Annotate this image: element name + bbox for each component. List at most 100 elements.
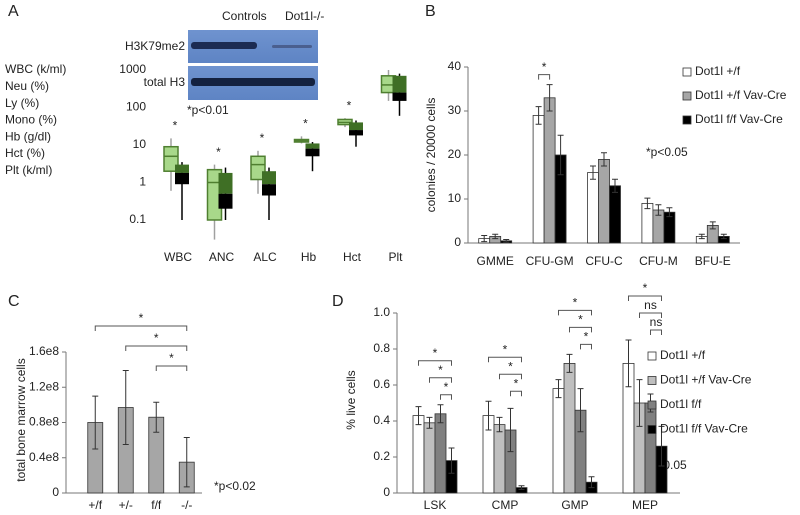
y-axis-label: colonies / 20000 cells: [424, 98, 438, 213]
error-bar: [415, 406, 422, 426]
bar: [532, 115, 545, 244]
error-bar: [426, 416, 433, 429]
y-tick-label: 1.0: [373, 305, 390, 319]
y-tick-label: 40: [448, 59, 462, 73]
significance: *: [444, 380, 449, 394]
bar: [434, 413, 447, 494]
x-tick-label: CMP: [492, 498, 519, 512]
box-lower: [349, 130, 363, 136]
x-tick-label: CFU-GM: [526, 254, 574, 268]
y-tick-label: 0: [383, 485, 390, 499]
error-bar: [122, 370, 129, 446]
error-bar: [437, 404, 444, 424]
blot-band: [191, 42, 257, 49]
significance: *: [542, 60, 547, 74]
legend-label: Dot1l f/f: [660, 397, 702, 411]
legend-swatch: [647, 376, 657, 385]
y-tick-label: 1.2e8: [29, 379, 59, 393]
x-tick-label: +/f: [88, 498, 102, 512]
box-upper: [349, 122, 363, 131]
significance: ns: [644, 298, 657, 312]
box-lower: [218, 193, 233, 209]
x-tick-label: WBC: [164, 250, 192, 264]
significance: *: [433, 346, 438, 360]
significance-bracket: [639, 312, 662, 318]
significance: *: [303, 117, 308, 131]
error-bar: [612, 178, 618, 193]
error-bar: [546, 84, 553, 112]
box: [163, 145, 179, 172]
bar: [543, 97, 556, 244]
y-tick-label: 100: [126, 100, 146, 114]
error-bar: [601, 152, 607, 167]
x-tick-label: ALC: [253, 250, 277, 264]
legend-label: Dot1l +/f Vav-Cre: [660, 373, 752, 387]
x-tick-label: Plt: [388, 250, 403, 264]
bar: [587, 172, 599, 244]
legend-label: Dot1l +/f: [660, 348, 706, 362]
y-axis-label: total bone marrow cells: [14, 358, 28, 481]
significance: *: [578, 313, 583, 327]
legend-label: Dot1l +/f: [695, 64, 741, 78]
significance: *: [139, 311, 144, 325]
blot-band: [191, 78, 315, 86]
significance-bracket: [650, 329, 662, 335]
error-bar: [496, 416, 503, 433]
y-axis-label: % live cells: [344, 370, 358, 429]
error-bar: [92, 395, 99, 450]
significance-bracket: [125, 345, 188, 351]
bar: [641, 202, 654, 244]
legend-label: Dot1l f/f Vav-Cre: [695, 112, 783, 126]
box-lower: [262, 184, 276, 196]
significance: *: [508, 359, 513, 373]
error-bar: [577, 388, 584, 433]
significance: *: [216, 145, 221, 159]
box: [250, 155, 266, 181]
box-upper: [175, 164, 189, 173]
error-bar: [518, 485, 525, 490]
x-tick-label: +/-: [119, 498, 133, 512]
y-tick-label: 0.8: [373, 341, 390, 355]
panel-label: C: [8, 293, 20, 310]
error-bar: [183, 436, 190, 488]
x-tick-label: GMP: [561, 498, 588, 512]
significance: *: [584, 330, 589, 344]
significance: ns: [650, 315, 663, 329]
legend-swatch: [647, 400, 657, 410]
x-tick-label: CFU-C: [585, 254, 623, 268]
significance: *: [260, 131, 265, 145]
significance: *: [347, 98, 352, 112]
legend-label: Dot1l f/f Vav-Cre: [660, 422, 748, 436]
significance-bracket: [558, 309, 592, 316]
box-upper: [218, 172, 233, 194]
legend-swatch: [647, 425, 657, 434]
significance: *: [173, 119, 178, 133]
units-label: WBC (k/ml): [5, 62, 66, 76]
y-tick-label: 20: [448, 147, 462, 161]
y-tick-label: 0.1: [129, 212, 146, 226]
error-bar: [644, 197, 651, 210]
error-bar: [709, 221, 716, 230]
y-tick-label: 30: [448, 103, 462, 117]
y-tick-label: 0.4: [373, 413, 390, 427]
annotation: *p<0.05: [646, 145, 688, 159]
significance-bracket: [510, 390, 522, 397]
x-tick-label: ANC: [209, 250, 235, 264]
x-tick-label: MEP: [632, 498, 658, 512]
error-bar: [448, 447, 455, 474]
blot-row-label: H3K79me2: [125, 39, 185, 53]
error-bar: [485, 400, 492, 431]
panel-label: B: [425, 3, 436, 20]
error-bar: [503, 238, 510, 243]
y-tick-label: 0: [454, 235, 461, 249]
significance: *: [169, 351, 174, 365]
y-tick-label: 1000: [119, 62, 146, 76]
significance-bracket: [580, 343, 592, 350]
significance-bracket: [569, 326, 592, 333]
legend-label: Dot1l +/f Vav-Cre: [695, 88, 787, 102]
significance: *: [503, 342, 508, 356]
y-tick-label: 0: [52, 485, 59, 499]
y-tick-label: 0.4e8: [29, 450, 59, 464]
